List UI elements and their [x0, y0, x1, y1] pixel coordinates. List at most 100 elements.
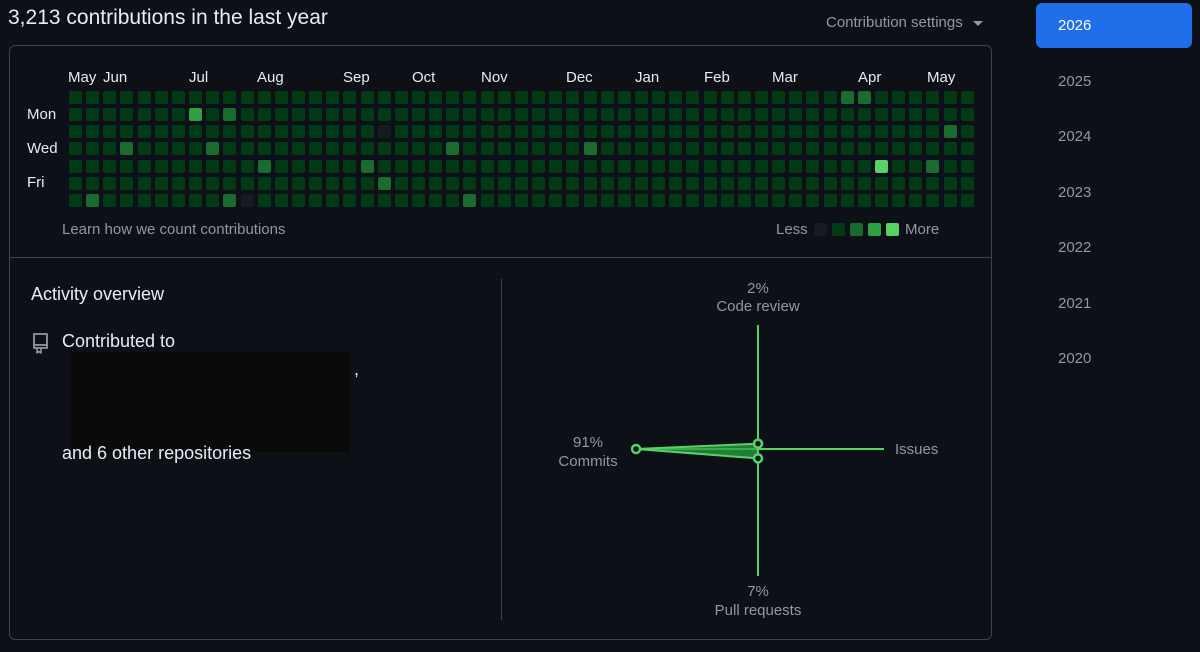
contribution-cell[interactable]	[686, 160, 699, 173]
contribution-cell[interactable]	[275, 142, 288, 155]
contribution-cell[interactable]	[258, 160, 271, 173]
contribution-cell[interactable]	[155, 160, 168, 173]
contribution-cell[interactable]	[69, 160, 82, 173]
contribution-cell[interactable]	[584, 142, 597, 155]
contribution-cell[interactable]	[120, 177, 133, 190]
contribution-cell[interactable]	[275, 125, 288, 138]
contribution-cell[interactable]	[446, 142, 459, 155]
contribution-cell[interactable]	[412, 91, 425, 104]
contribution-cell[interactable]	[549, 142, 562, 155]
contribution-cell[interactable]	[326, 91, 339, 104]
contribution-cell[interactable]	[395, 108, 408, 121]
contribution-cell[interactable]	[515, 91, 528, 104]
contribution-cell[interactable]	[738, 108, 751, 121]
contribution-cell[interactable]	[875, 194, 888, 207]
contribution-cell[interactable]	[206, 177, 219, 190]
contribution-cell[interactable]	[584, 125, 597, 138]
contribution-cell[interactable]	[481, 160, 494, 173]
contribution-cell[interactable]	[549, 91, 562, 104]
year-2022-button[interactable]: 2022	[1058, 239, 1092, 256]
contribution-cell[interactable]	[841, 160, 854, 173]
contribution-cell[interactable]	[635, 108, 648, 121]
contribution-cell[interactable]	[669, 142, 682, 155]
contribution-cell[interactable]	[138, 108, 151, 121]
contribution-cell[interactable]	[481, 108, 494, 121]
contribution-cell[interactable]	[189, 177, 202, 190]
contribution-cell[interactable]	[944, 108, 957, 121]
contribution-cell[interactable]	[944, 160, 957, 173]
contribution-cell[interactable]	[463, 160, 476, 173]
contribution-cell[interactable]	[172, 125, 185, 138]
contribution-cell[interactable]	[584, 108, 597, 121]
contribution-cell[interactable]	[86, 160, 99, 173]
year-2021-button[interactable]: 2021	[1058, 295, 1092, 312]
contribution-cell[interactable]	[241, 194, 254, 207]
contribution-cell[interactable]	[961, 194, 974, 207]
contribution-cell[interactable]	[378, 125, 391, 138]
contribution-cell[interactable]	[275, 194, 288, 207]
contribution-cell[interactable]	[395, 125, 408, 138]
contribution-cell[interactable]	[909, 177, 922, 190]
contribution-cell[interactable]	[69, 194, 82, 207]
contribution-cell[interactable]	[858, 194, 871, 207]
contribution-cell[interactable]	[223, 108, 236, 121]
contribution-cell[interactable]	[429, 125, 442, 138]
contribution-cell[interactable]	[412, 177, 425, 190]
contribution-cell[interactable]	[789, 160, 802, 173]
contribution-cell[interactable]	[566, 177, 579, 190]
contribution-cell[interactable]	[223, 142, 236, 155]
contribution-cell[interactable]	[292, 125, 305, 138]
contribution-cell[interactable]	[824, 194, 837, 207]
contribution-cell[interactable]	[652, 125, 665, 138]
contribution-cell[interactable]	[206, 142, 219, 155]
contribution-cell[interactable]	[841, 108, 854, 121]
contribution-cell[interactable]	[258, 194, 271, 207]
contribution-cell[interactable]	[241, 160, 254, 173]
contribution-cell[interactable]	[412, 142, 425, 155]
contribution-cell[interactable]	[189, 125, 202, 138]
contribution-cell[interactable]	[686, 194, 699, 207]
contribution-cell[interactable]	[258, 142, 271, 155]
contribution-cell[interactable]	[566, 91, 579, 104]
contribution-cell[interactable]	[343, 194, 356, 207]
contribution-cell[interactable]	[515, 160, 528, 173]
contribution-cell[interactable]	[909, 194, 922, 207]
contribution-cell[interactable]	[206, 108, 219, 121]
contribution-cell[interactable]	[858, 91, 871, 104]
contribution-cell[interactable]	[429, 108, 442, 121]
contribution-cell[interactable]	[806, 160, 819, 173]
contribution-cell[interactable]	[584, 91, 597, 104]
contribution-cell[interactable]	[669, 125, 682, 138]
contribution-cell[interactable]	[172, 91, 185, 104]
contribution-cell[interactable]	[429, 194, 442, 207]
contribution-cell[interactable]	[892, 125, 905, 138]
contribution-cell[interactable]	[498, 160, 511, 173]
contribution-cell[interactable]	[635, 91, 648, 104]
contribution-cell[interactable]	[892, 194, 905, 207]
contribution-cell[interactable]	[961, 142, 974, 155]
contribution-cell[interactable]	[532, 177, 545, 190]
contribution-cell[interactable]	[138, 125, 151, 138]
contribution-cell[interactable]	[721, 177, 734, 190]
contribution-cell[interactable]	[806, 125, 819, 138]
contribution-cell[interactable]	[704, 177, 717, 190]
contribution-cell[interactable]	[103, 142, 116, 155]
contribution-cell[interactable]	[721, 91, 734, 104]
contribution-cell[interactable]	[806, 194, 819, 207]
contribution-cell[interactable]	[772, 108, 785, 121]
contribution-cell[interactable]	[566, 142, 579, 155]
contribution-cell[interactable]	[704, 108, 717, 121]
contribution-cell[interactable]	[566, 160, 579, 173]
contribution-cell[interactable]	[172, 108, 185, 121]
contribution-cell[interactable]	[789, 108, 802, 121]
contribution-cell[interactable]	[258, 177, 271, 190]
contribution-cell[interactable]	[909, 160, 922, 173]
contribution-cell[interactable]	[721, 160, 734, 173]
contribution-cell[interactable]	[515, 125, 528, 138]
contribution-cell[interactable]	[669, 194, 682, 207]
contribution-cell[interactable]	[69, 125, 82, 138]
contribution-cell[interactable]	[532, 108, 545, 121]
year-2025-button[interactable]: 2025	[1058, 73, 1092, 90]
contribution-cell[interactable]	[189, 194, 202, 207]
contribution-cell[interactable]	[172, 160, 185, 173]
